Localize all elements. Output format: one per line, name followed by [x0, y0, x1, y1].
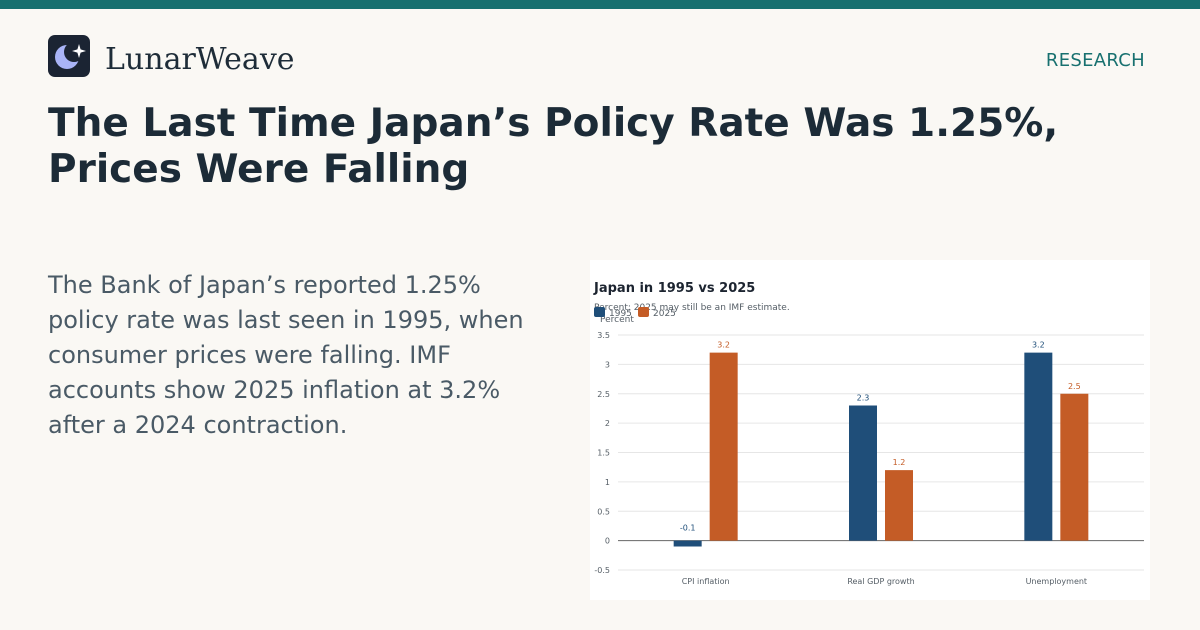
data-label: 3.2 — [717, 341, 730, 350]
y-tick-label: 3.5 — [597, 331, 610, 340]
x-tick-label: Real GDP growth — [847, 577, 914, 586]
bar-1995-unemployment — [1024, 352, 1053, 541]
page-headline: The Last Time Japan’s Policy Rate Was 1.… — [48, 101, 1059, 192]
data-labels: -0.1 3.2 2.3 1.2 3.2 2.5 — [680, 341, 1081, 533]
legend-label-1995: 1995 — [609, 309, 632, 319]
bar-chart: Japan in 1995 vs 2025 Percent; 2025 may … — [593, 281, 1144, 586]
bar-2025-real-gdp-growth — [885, 470, 913, 541]
data-label: 2.3 — [857, 394, 870, 403]
chart-legend: 1995 2025 — [594, 307, 676, 319]
x-tick-label: CPI inflation — [682, 577, 730, 586]
bar-2025-cpi-inflation — [709, 352, 738, 541]
y-tick-label: 2 — [605, 419, 610, 428]
x-tick-labels: CPI inflation Real GDP growth Unemployment — [682, 577, 1087, 586]
bar-1995-cpi-inflation — [673, 540, 702, 547]
data-label: -0.1 — [680, 524, 696, 533]
y-tick-label: 3 — [605, 360, 610, 369]
chart-grid — [618, 334, 1144, 571]
legend-swatch-1995 — [594, 307, 605, 317]
legend-swatch-2025 — [638, 307, 649, 317]
y-tick-label: -0.5 — [594, 566, 610, 575]
chart-card: Japan in 1995 vs 2025 Percent; 2025 may … — [590, 260, 1150, 600]
x-tick-label: Unemployment — [1026, 577, 1088, 586]
bar-2025-unemployment — [1060, 393, 1089, 541]
brand-name: LunarWeave — [105, 42, 295, 77]
y-tick-label: 0 — [605, 537, 610, 546]
data-label: 1.2 — [893, 458, 906, 467]
y-tick-label: 0.5 — [597, 507, 610, 516]
y-axis-label: Percent — [600, 315, 634, 325]
y-tick-label: 1.5 — [597, 449, 610, 458]
data-label: 2.5 — [1068, 382, 1081, 391]
chart-bars — [673, 352, 1089, 547]
section-label[interactable]: RESEARCH — [1045, 50, 1145, 71]
bar-1995-real-gdp-growth — [849, 405, 877, 541]
y-tick-label: 2.5 — [597, 390, 610, 399]
crescent-moon-sparkle-icon — [55, 42, 86, 69]
article-lede: The Bank of Japan’s reported 1.25% polic… — [48, 271, 524, 439]
chart-title: Japan in 1995 vs 2025 — [593, 281, 755, 296]
chart-subtitle: Percent; 2025 may still be an IMF estima… — [594, 303, 790, 313]
brand-logo — [48, 35, 90, 77]
legend-label-2025: 2025 — [653, 309, 676, 319]
y-tick-label: 1 — [605, 478, 610, 487]
top-accent-bar — [0, 0, 1200, 9]
data-label: 3.2 — [1032, 341, 1045, 350]
y-tick-labels: -0.5 0 0.5 1 1.5 2 2.5 3 3.5 — [594, 331, 610, 575]
